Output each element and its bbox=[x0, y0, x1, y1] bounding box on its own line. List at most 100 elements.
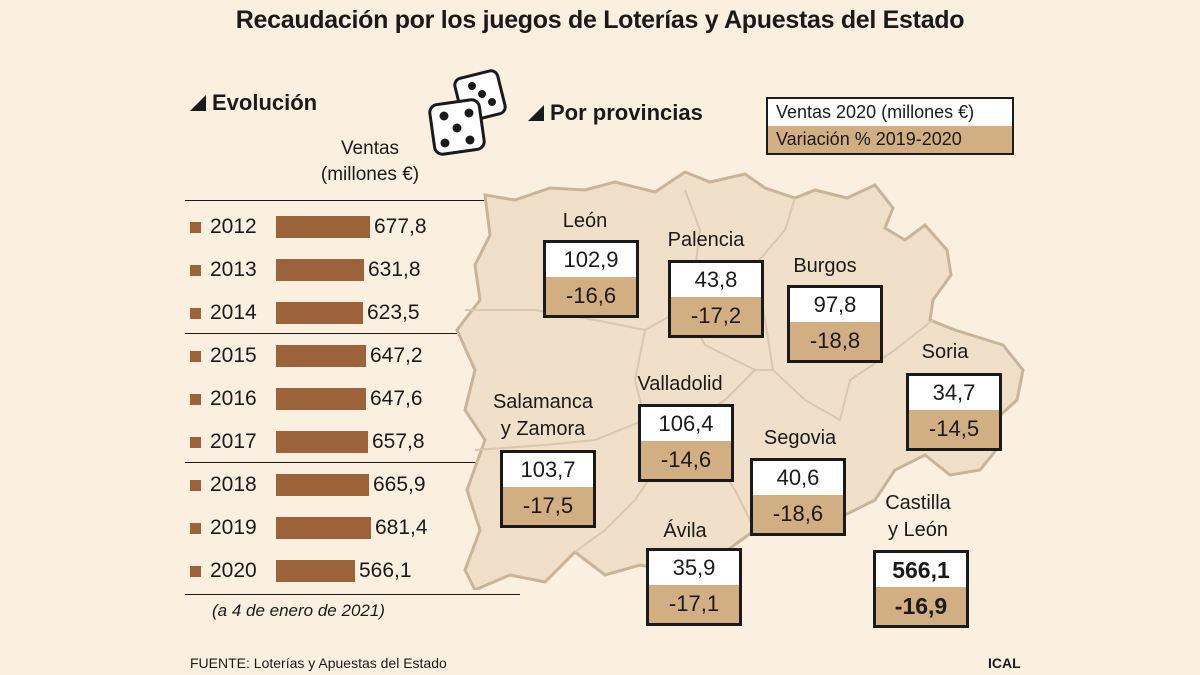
legend: Ventas 2020 (millones €) Variación % 201… bbox=[766, 97, 1014, 155]
bar-value-label: 657,8 bbox=[372, 430, 425, 454]
bar-value-label: 631,8 bbox=[368, 258, 421, 282]
bar bbox=[276, 302, 363, 324]
variacion-value: -17,1 bbox=[649, 585, 739, 623]
bar-row-2012: 2012 677,8 bbox=[190, 212, 427, 242]
bar bbox=[276, 216, 370, 238]
bullet-square-icon bbox=[190, 265, 201, 276]
province-box-burgos: 97,8 -18,8 bbox=[787, 285, 883, 363]
source-note: FUENTE: Loterías y Apuestas del Estado bbox=[190, 655, 447, 671]
variacion-value: -18,8 bbox=[790, 322, 880, 360]
bullet-square-icon bbox=[190, 222, 201, 233]
variacion-value: -16,6 bbox=[546, 277, 636, 315]
date-note: (a 4 de enero de 2021) bbox=[212, 601, 385, 621]
province-box-palencia: 43,8 -17,2 bbox=[668, 260, 764, 338]
bullet-square-icon bbox=[190, 523, 201, 534]
province-box-avila: 35,9 -17,1 bbox=[646, 548, 742, 626]
bar-row-2016: 2016 647,6 bbox=[190, 384, 423, 414]
bar-row-2015: 2015 647,2 bbox=[190, 341, 423, 371]
credit: ICAL bbox=[988, 655, 1021, 671]
province-box-segovia: 40,6 -18,6 bbox=[750, 458, 846, 536]
triangle-bullet-icon bbox=[528, 105, 544, 121]
ventas-value: 106,4 bbox=[641, 407, 731, 441]
ventas-total: 566,1 bbox=[876, 553, 966, 587]
province-box-leon: 102,9 -16,6 bbox=[543, 240, 639, 318]
province-name-palencia: Palencia bbox=[646, 227, 766, 254]
province-name-burgos: Burgos bbox=[770, 253, 880, 280]
ventas-value: 34,7 bbox=[909, 376, 999, 410]
bar-row-2013: 2013 631,8 bbox=[190, 255, 421, 285]
bar-row-2014: 2014 623,5 bbox=[190, 298, 420, 328]
bar bbox=[276, 431, 368, 453]
bar-value-label: 623,5 bbox=[367, 301, 420, 325]
bullet-square-icon bbox=[190, 308, 201, 319]
evolucion-heading-text: Evolución bbox=[212, 90, 317, 116]
triangle-bullet-icon bbox=[190, 95, 206, 111]
bar bbox=[276, 259, 364, 281]
year-label: 2013 bbox=[210, 258, 276, 282]
legend-variacion: Variación % 2019-2020 bbox=[768, 126, 1012, 153]
region-name-castilla-leon: Castilla y León bbox=[858, 490, 978, 544]
bar bbox=[276, 474, 369, 496]
bullet-square-icon bbox=[190, 480, 201, 491]
variacion-value: -18,6 bbox=[753, 495, 843, 533]
year-label: 2014 bbox=[210, 301, 276, 325]
bar-value-label: 647,2 bbox=[370, 344, 423, 368]
ventas-value: 103,7 bbox=[503, 453, 593, 487]
year-label: 2018 bbox=[210, 473, 276, 497]
region-box-castilla-leon: 566,1 -16,9 bbox=[873, 550, 969, 628]
province-name-segovia: Segovia bbox=[740, 425, 860, 452]
year-label: 2017 bbox=[210, 430, 276, 454]
bar bbox=[276, 517, 371, 539]
bar bbox=[276, 388, 366, 410]
province-name-salamanca-zamora: Salamanca y Zamora bbox=[478, 389, 608, 443]
bullet-square-icon bbox=[190, 351, 201, 362]
dice-icon bbox=[420, 66, 520, 162]
bar-row-2019: 2019 681,4 bbox=[190, 513, 428, 543]
bar-row-2017: 2017 657,8 bbox=[190, 427, 425, 457]
variacion-value: -14,5 bbox=[909, 410, 999, 448]
bar-row-2020: 2020 566,1 bbox=[190, 556, 412, 586]
bar-value-label: 681,4 bbox=[375, 516, 428, 540]
province-name-line2: y Zamora bbox=[478, 416, 608, 443]
year-label: 2015 bbox=[210, 344, 276, 368]
ventas-value: 97,8 bbox=[790, 288, 880, 322]
bullet-square-icon bbox=[190, 437, 201, 448]
region-name-line1: Castilla bbox=[858, 490, 978, 517]
provincias-heading-text: Por provincias bbox=[550, 100, 703, 126]
ventas-value: 35,9 bbox=[649, 551, 739, 585]
bar-value-label: 665,9 bbox=[373, 473, 426, 497]
region-name-line2: y León bbox=[858, 517, 978, 544]
province-name-valladolid: Valladolid bbox=[620, 371, 740, 398]
province-name-avila: Ávila bbox=[640, 518, 730, 545]
bullet-square-icon bbox=[190, 566, 201, 577]
bar-value-label: 566,1 bbox=[359, 559, 412, 583]
ventas-value: 43,8 bbox=[671, 263, 761, 297]
provincias-heading: Por provincias bbox=[528, 100, 703, 126]
ventas-value: 40,6 bbox=[753, 461, 843, 495]
year-label: 2020 bbox=[210, 559, 276, 583]
province-name-leon: León bbox=[540, 208, 630, 235]
variacion-value: -14,6 bbox=[641, 441, 731, 479]
variacion-value: -17,5 bbox=[503, 487, 593, 525]
evolucion-heading: Evolución bbox=[190, 90, 317, 116]
units-line2: (millones €) bbox=[290, 162, 450, 188]
variacion-value: -17,2 bbox=[671, 297, 761, 335]
province-box-soria: 34,7 -14,5 bbox=[906, 373, 1002, 451]
province-box-salamanca-zamora: 103,7 -17,5 bbox=[500, 450, 596, 528]
province-name-soria: Soria bbox=[900, 339, 990, 366]
page-title: Recaudación por los juegos de Loterías y… bbox=[0, 6, 1200, 35]
year-label: 2016 bbox=[210, 387, 276, 411]
bullet-square-icon bbox=[190, 394, 201, 405]
variacion-total: -16,9 bbox=[876, 587, 966, 625]
province-name-line1: Salamanca bbox=[478, 389, 608, 416]
bar-value-label: 647,6 bbox=[370, 387, 423, 411]
ventas-value: 102,9 bbox=[546, 243, 636, 277]
bar-value-label: 677,8 bbox=[374, 215, 427, 239]
bar bbox=[276, 560, 355, 582]
divider-bottom bbox=[185, 594, 520, 595]
year-label: 2012 bbox=[210, 215, 276, 239]
bar-row-2018: 2018 665,9 bbox=[190, 470, 426, 500]
year-label: 2019 bbox=[210, 516, 276, 540]
legend-ventas: Ventas 2020 (millones €) bbox=[768, 99, 1012, 126]
bar bbox=[276, 345, 366, 367]
